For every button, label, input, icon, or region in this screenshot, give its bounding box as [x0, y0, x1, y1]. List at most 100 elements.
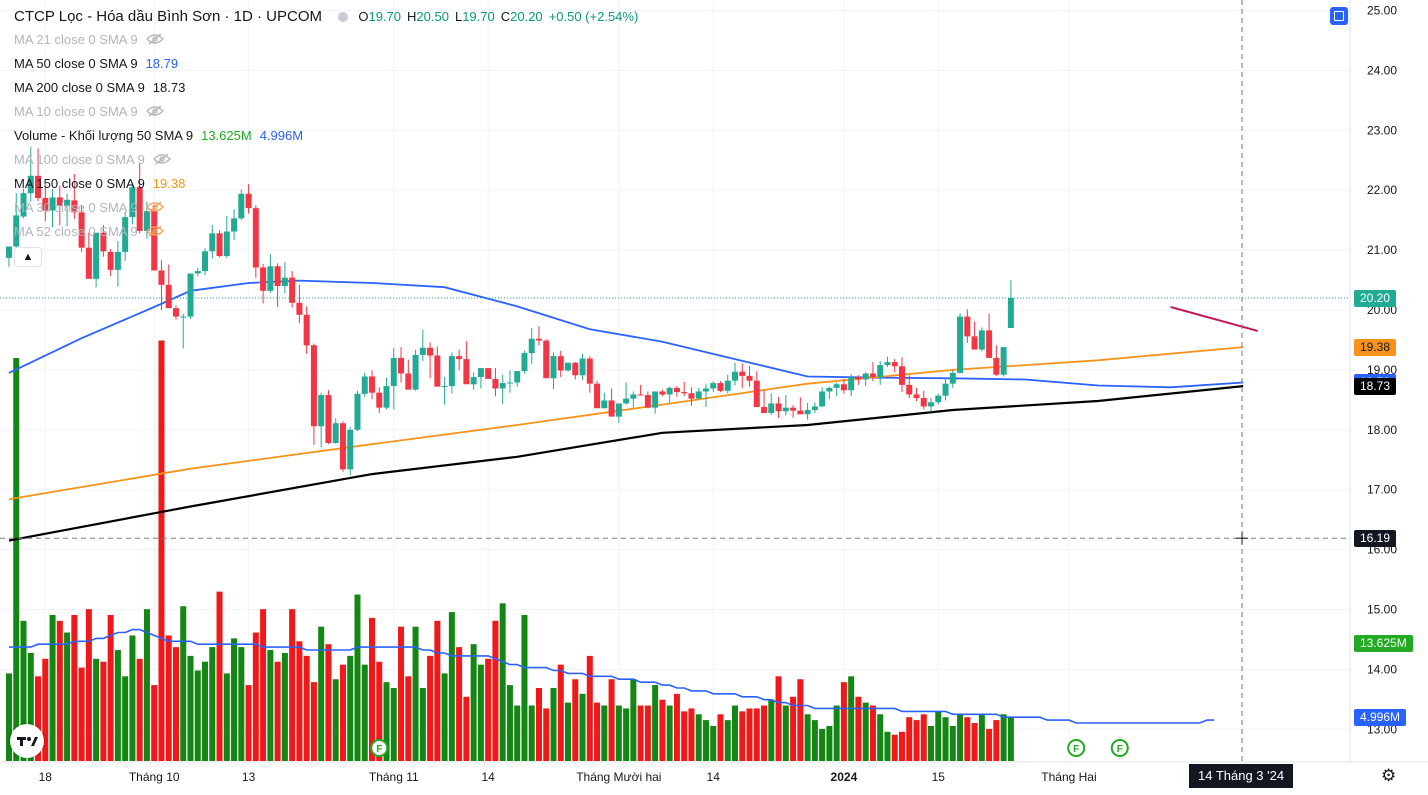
fullscreen-button[interactable]: [1330, 7, 1348, 25]
volume-bar: [85, 609, 92, 761]
volume-bar: [202, 661, 209, 761]
candle-body: [71, 200, 78, 213]
volume-bar: [594, 702, 601, 761]
price-tick-label: 23.00: [1367, 123, 1397, 137]
candle-body: [332, 423, 339, 443]
candle: [688, 387, 695, 406]
candle: [732, 362, 738, 386]
indicator-row[interactable]: MA 50 close 0 SMA 9 18.79: [14, 52, 714, 76]
candle-body: [354, 393, 361, 430]
volume-bar: [608, 679, 615, 761]
indicator-row[interactable]: MA 21 close 0 SMA 9: [14, 28, 714, 52]
candle-body: [267, 266, 274, 291]
indicator-row[interactable]: MA 100 close 0 SMA 9: [14, 148, 714, 172]
volume-bar: [826, 725, 833, 761]
eye-crossed-icon[interactable]: [145, 29, 164, 53]
volume-bar: [129, 635, 136, 761]
eye-crossed-icon[interactable]: [152, 149, 171, 173]
volume-bar: [463, 696, 470, 761]
tradingview-logo[interactable]: [10, 724, 44, 758]
candle-body: [427, 347, 434, 356]
collapse-legend-button[interactable]: ▲: [14, 247, 42, 267]
candle-body: [572, 362, 579, 376]
candle: [506, 370, 513, 393]
volume-bars: [6, 340, 1014, 761]
volume-bar: [369, 617, 375, 761]
volume-bar: [492, 620, 499, 761]
volume-bar: [521, 615, 528, 761]
candle: [463, 341, 470, 385]
volume-bar: [702, 720, 709, 761]
candle: [274, 263, 281, 308]
volume-bar: [746, 708, 753, 761]
candle: [252, 205, 259, 278]
indicator-row[interactable]: MA 150 close 0 SMA 9 19.38: [14, 172, 714, 196]
volume-bar: [782, 705, 789, 761]
indicator-row[interactable]: MA 200 close 0 SMA 9 18.73: [14, 76, 714, 100]
price-axis[interactable]: 25.0024.0023.0022.0021.0020.0019.0018.00…: [1367, 4, 1397, 737]
volume-bar: [906, 717, 913, 761]
volume-bar: [978, 714, 985, 761]
moving-averages: [8, 279, 1244, 542]
indicator-row[interactable]: MA 10 close 0 SMA 9: [14, 100, 714, 124]
eye-crossed-icon[interactable]: [145, 101, 164, 125]
candle-body: [6, 246, 12, 258]
candle-body: [993, 357, 1000, 375]
volume-bar: [434, 620, 441, 761]
volume-bar: [114, 650, 121, 761]
symbol-title[interactable]: CTCP Lọc - Hóa dầu Bình Sơn · 1D · UPCOM: [14, 8, 322, 25]
price-badge-last: 20.20: [1354, 289, 1397, 307]
candle-body: [281, 277, 288, 287]
indicator-row[interactable]: MA 30 close 0 SMA 9: [14, 196, 714, 220]
volume-bar: [296, 641, 303, 761]
volume-bar: [753, 708, 760, 761]
volume-bar: [644, 705, 651, 761]
candle: [194, 268, 201, 277]
eye-crossed-icon[interactable]: [145, 221, 164, 245]
candle-body: [456, 356, 463, 360]
eye-crossed-icon[interactable]: [145, 197, 164, 221]
candle-body: [194, 271, 201, 274]
candle-body: [514, 371, 521, 383]
volume-bar: [35, 676, 42, 761]
settings-gear-icon[interactable]: ⚙: [1381, 766, 1397, 785]
indicator-row[interactable]: Volume - Khối lượng 50 SMA 9 13.625M 4.996…: [14, 124, 714, 148]
candle-body: [165, 284, 172, 309]
volume-bar: [78, 667, 85, 761]
volume-bar: [920, 714, 927, 761]
indicator-value: 18.73: [152, 80, 186, 95]
volume-bar: [223, 673, 230, 761]
volume-bar: [637, 705, 644, 761]
indicator-value: 19.38: [152, 176, 186, 191]
candle-body: [797, 410, 804, 415]
candle-body: [819, 391, 826, 407]
volume-bar: [855, 696, 862, 761]
trendline[interactable]: [1170, 306, 1258, 332]
financial-marker-icon: F: [1067, 739, 1086, 757]
candle-body: [717, 383, 724, 391]
candle: [339, 421, 346, 472]
volume-bar: [630, 679, 637, 761]
volume-bar: [761, 705, 768, 761]
volume-bar: [615, 705, 622, 761]
candle-body: [666, 387, 673, 395]
candle: [42, 184, 49, 222]
volume-bar: [27, 652, 34, 761]
volume-bar: [339, 664, 346, 761]
price-tick-label: 25.00: [1367, 4, 1397, 18]
candle-body: [811, 406, 818, 411]
candle-body: [978, 330, 985, 350]
candle: [223, 215, 230, 258]
indicator-row[interactable]: MA 52 close 0 SMA 9: [14, 220, 714, 244]
candle: [281, 262, 288, 294]
candle-body: [615, 403, 622, 417]
time-axis[interactable]: 18 Tháng 10 13 Tháng 11 14 Tháng Mười hai 14 20…: [39, 770, 1266, 784]
candle: [572, 362, 579, 380]
volume-bar: [928, 725, 935, 761]
candle-body: [528, 338, 535, 354]
volume-bar: [310, 682, 317, 761]
candle-body: [768, 403, 775, 414]
